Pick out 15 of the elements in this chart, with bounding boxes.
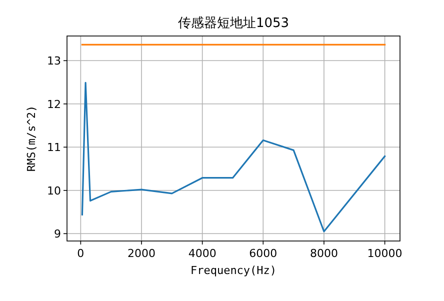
line-series <box>81 82 386 232</box>
chart-title: 传感器短地址1053 <box>178 16 290 31</box>
x-tick-label: 0 <box>77 247 84 260</box>
y-tick-label: 13 <box>47 54 61 68</box>
y-axis-title: RMS(m/s^2) <box>25 105 38 172</box>
x-tick-label: 4000 <box>188 247 216 260</box>
y-tick-label: 9 <box>54 228 61 241</box>
x-axis-title: Frequency(Hz) <box>190 264 277 277</box>
y-tick-label: 12 <box>47 98 61 111</box>
x-tick-label: 8000 <box>310 247 338 260</box>
x-tick-label: 2000 <box>128 247 156 260</box>
x-tick-label: 6000 <box>249 247 278 260</box>
y-tick-label: 10 <box>47 184 61 198</box>
x-tick-label: 10000 <box>367 247 402 260</box>
y-tick-label: 11 <box>47 141 61 154</box>
